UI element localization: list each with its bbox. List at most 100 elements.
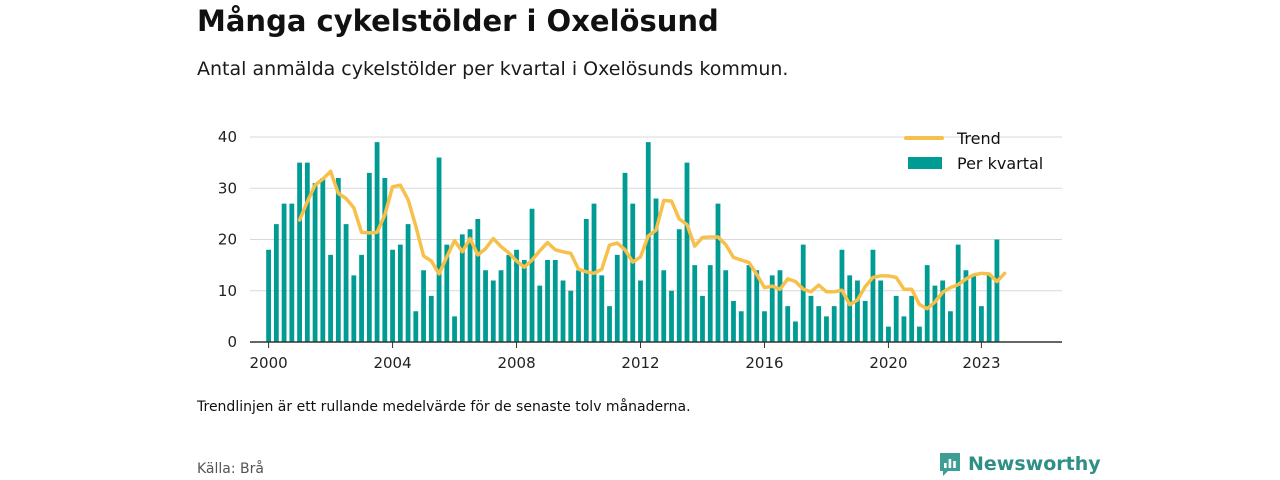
bar	[351, 275, 357, 342]
bar	[374, 142, 380, 342]
bar	[537, 285, 543, 342]
bar	[343, 224, 349, 342]
bar	[638, 280, 643, 342]
bar	[436, 157, 442, 342]
bar	[475, 219, 481, 342]
bar	[692, 265, 698, 342]
bar	[459, 234, 465, 342]
bar	[366, 172, 372, 342]
chart-title: Många cykelstölder i Oxelösund	[197, 4, 719, 38]
bar	[405, 224, 411, 342]
bar	[769, 275, 775, 342]
x-tick-label: 2020	[869, 354, 907, 372]
bar	[266, 249, 271, 342]
bar	[304, 162, 310, 342]
bar	[994, 239, 1000, 342]
bar	[661, 270, 667, 342]
bar	[483, 270, 488, 342]
bar	[715, 203, 721, 342]
bar	[320, 178, 326, 342]
bar	[428, 295, 434, 342]
y-tick-label: 10	[218, 282, 237, 300]
x-tick-label: 2012	[621, 354, 659, 372]
legend: Trend Per kvartal	[904, 129, 1043, 173]
bar	[506, 254, 512, 342]
bar	[738, 311, 744, 342]
bar	[700, 295, 705, 342]
bar	[723, 270, 729, 342]
x-tick-label: 2023	[962, 354, 1000, 372]
bar-chart: 0 10 20 30 40 2000 2004 2008 2012 2016 2020 2023 Tr…	[218, 128, 1062, 372]
bar	[490, 280, 496, 342]
bar	[986, 275, 992, 342]
bar	[762, 311, 767, 342]
bar	[281, 203, 287, 342]
bar	[622, 172, 628, 342]
bar	[862, 301, 868, 342]
bar	[963, 270, 969, 342]
bar	[583, 219, 589, 342]
bar	[855, 280, 860, 342]
bar	[630, 203, 636, 342]
y-tick-label: 40	[218, 128, 237, 146]
bar	[328, 254, 333, 342]
bar	[312, 183, 318, 342]
bar	[917, 326, 922, 342]
bar	[924, 265, 930, 342]
bar	[599, 275, 605, 342]
bar	[909, 295, 915, 342]
y-tick-label: 0	[227, 333, 237, 351]
bar	[932, 285, 938, 342]
bar	[847, 275, 853, 342]
bar	[971, 275, 977, 342]
bar	[560, 280, 566, 342]
brand-logo: Newsworthy	[938, 451, 1101, 477]
bar	[707, 265, 713, 342]
bar	[413, 311, 419, 342]
chart-note: Trendlinjen är ett rullande medelvärde f…	[197, 399, 691, 415]
bar	[669, 290, 674, 342]
bar	[684, 162, 690, 342]
bar	[452, 316, 457, 342]
bar	[800, 244, 806, 342]
bar	[754, 270, 760, 342]
bar	[839, 249, 845, 342]
bar	[816, 306, 822, 342]
line-series-trend	[297, 169, 1007, 311]
bar	[808, 295, 814, 342]
brand-name: Newsworthy	[968, 453, 1101, 475]
source-label: Källa: Brå	[197, 461, 264, 477]
bar	[731, 301, 736, 342]
bar	[893, 295, 899, 342]
x-tick-label: 2008	[497, 354, 535, 372]
bar	[467, 229, 473, 342]
bar	[335, 178, 341, 342]
x-tick-label: 2004	[373, 354, 411, 372]
bar	[498, 270, 504, 342]
bar	[514, 249, 519, 342]
bar	[676, 229, 682, 342]
bar	[793, 321, 798, 342]
y-tick-label: 20	[218, 231, 237, 249]
bar	[382, 178, 388, 342]
bar	[545, 260, 550, 342]
bar	[607, 306, 612, 342]
bar	[614, 254, 620, 342]
bar	[552, 260, 558, 342]
bar	[948, 311, 953, 342]
bar	[824, 316, 829, 342]
x-tick-label: 2000	[250, 354, 288, 372]
bar	[940, 280, 946, 342]
bar	[653, 198, 659, 342]
bar	[529, 208, 535, 342]
x-tick-label: 2016	[745, 354, 783, 372]
bar	[886, 326, 891, 342]
bar	[421, 270, 426, 342]
legend-swatch-per-kvartal	[908, 157, 942, 169]
bar	[576, 270, 581, 342]
bar	[870, 249, 876, 342]
chart-subtitle: Antal anmälda cykelstölder per kvartal i…	[197, 58, 789, 80]
bar	[878, 280, 884, 342]
bar-series-per-kvartal	[266, 142, 1000, 342]
axes: 0 10 20 30 40 2000 2004 2008 2012 2016 2020 2023	[218, 128, 1062, 372]
